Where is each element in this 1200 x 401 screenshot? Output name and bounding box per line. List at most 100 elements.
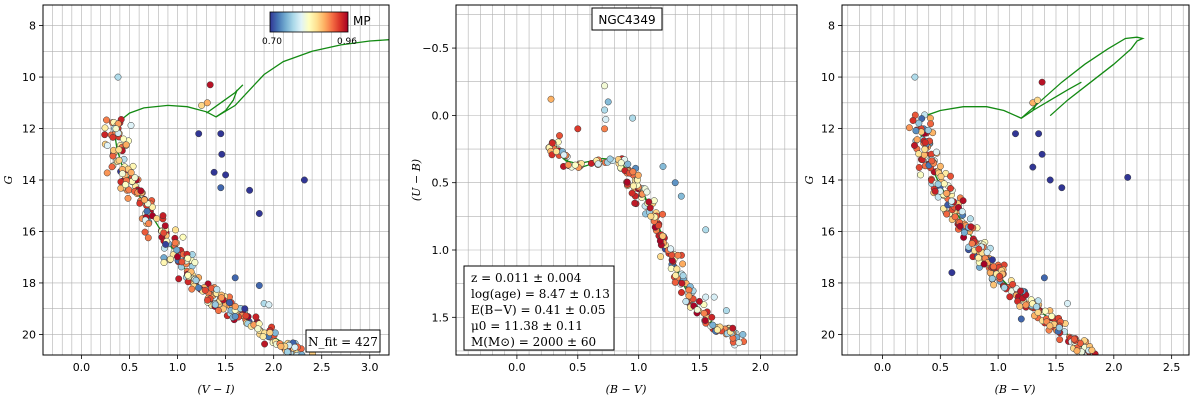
y-tick-label: 16 <box>821 225 835 238</box>
x-tick-label: 1.0 <box>630 361 648 374</box>
data-point <box>215 307 222 315</box>
data-point <box>161 222 169 230</box>
data-point <box>124 194 132 202</box>
x-axis-label-right: (B − V) <box>995 383 1036 396</box>
data-point <box>921 139 929 147</box>
data-point <box>241 305 249 313</box>
data-point <box>672 271 680 279</box>
data-point <box>162 240 170 248</box>
data-point <box>277 342 285 350</box>
data-point <box>1055 324 1063 332</box>
data-point <box>1033 303 1041 311</box>
x-tick-label: 2.5 <box>1163 361 1181 374</box>
data-point <box>1058 184 1066 192</box>
data-point <box>172 226 179 234</box>
data-point <box>1041 307 1049 315</box>
data-point <box>673 265 681 273</box>
ticks-right: 0.0 0.5 1.0 1.5 2.0 2.5 8 10 12 14 16 18 20 <box>821 20 1180 374</box>
data-point <box>659 163 667 170</box>
fit-param-age: log(age) = 8.47 ± 0.13 <box>471 287 610 301</box>
data-point <box>959 197 967 205</box>
y-tick-label: 8 <box>828 20 835 33</box>
data-point <box>265 301 273 309</box>
data-point <box>1070 335 1078 343</box>
data-point <box>928 157 936 165</box>
y-tick-label: 20 <box>22 328 36 341</box>
ticks-middle: 0.0 0.5 1.0 1.5 2.0 −0.5 0.0 0.5 1.0 1.5 <box>422 42 769 374</box>
data-point <box>1009 280 1017 288</box>
data-point <box>171 239 179 247</box>
data-point <box>667 245 675 253</box>
data-point <box>144 234 152 242</box>
data-point <box>173 246 181 254</box>
y-tick-label: 1.5 <box>432 311 450 324</box>
axes-frame-middle <box>455 4 798 356</box>
isochrone-left <box>114 39 389 355</box>
data-point <box>101 131 109 139</box>
data-point <box>931 187 939 195</box>
data-point <box>988 275 996 283</box>
data-point <box>226 299 233 307</box>
data-point <box>678 279 686 287</box>
data-point <box>602 115 610 123</box>
data-point <box>153 215 161 223</box>
data-point <box>1035 130 1043 138</box>
data-point <box>109 152 117 160</box>
colorbar-max-label: 0.96 <box>337 37 357 47</box>
data-point <box>628 189 636 197</box>
data-point <box>291 343 299 351</box>
data-point <box>217 294 225 302</box>
data-point <box>958 208 966 216</box>
data-point <box>735 339 743 347</box>
data-point <box>261 340 269 348</box>
data-point <box>947 184 954 192</box>
data-point <box>174 253 181 261</box>
panel-middle: 0.0 0.5 1.0 1.5 2.0−0.50.00.51.01.5 (B − V) … <box>410 4 798 396</box>
data-point <box>184 254 192 262</box>
data-point <box>1012 130 1019 138</box>
data-point <box>920 151 928 159</box>
data-point <box>708 313 716 321</box>
x-tick-label: 1.0 <box>989 361 1007 374</box>
data-point <box>967 223 975 231</box>
fit-param-extinction: E(B−V) = 0.41 ± 0.05 <box>471 303 605 317</box>
points-right <box>905 73 1132 355</box>
x-tick-label: 0.5 <box>932 361 950 374</box>
data-point <box>120 135 127 143</box>
y-tick-label: 16 <box>22 225 36 238</box>
data-point <box>201 286 209 294</box>
data-point <box>115 156 123 164</box>
data-point <box>685 286 693 294</box>
data-point <box>948 197 956 205</box>
data-point <box>1064 300 1071 307</box>
data-point <box>122 141 130 149</box>
data-point <box>739 331 747 338</box>
data-point <box>943 210 951 218</box>
data-point <box>119 170 126 178</box>
data-point <box>127 121 135 129</box>
data-point <box>195 284 203 292</box>
data-point <box>1048 312 1056 320</box>
data-point <box>143 207 151 215</box>
y-axis-label-left: G <box>2 175 15 184</box>
data-point <box>198 101 206 109</box>
data-point <box>617 159 625 167</box>
data-point <box>1017 315 1025 323</box>
fit-param-mass: M(M⊙) = 2000 ± 60 <box>471 335 596 349</box>
x-tick-label: 2.5 <box>313 361 331 374</box>
data-point <box>103 116 110 124</box>
data-point <box>604 98 612 106</box>
data-point <box>911 73 919 81</box>
grid-right <box>842 5 1189 355</box>
data-point <box>564 161 572 169</box>
data-point <box>108 163 116 171</box>
data-point <box>594 160 602 168</box>
data-point <box>909 117 917 124</box>
data-point <box>710 293 718 301</box>
data-point <box>601 82 609 90</box>
x-tick-label: 2.0 <box>752 361 770 374</box>
nfit-box: N_fit = 427 <box>305 329 381 353</box>
x-tick-label: 1.5 <box>217 361 235 374</box>
data-point <box>191 259 199 266</box>
y-tick-label: 1.0 <box>432 244 450 257</box>
